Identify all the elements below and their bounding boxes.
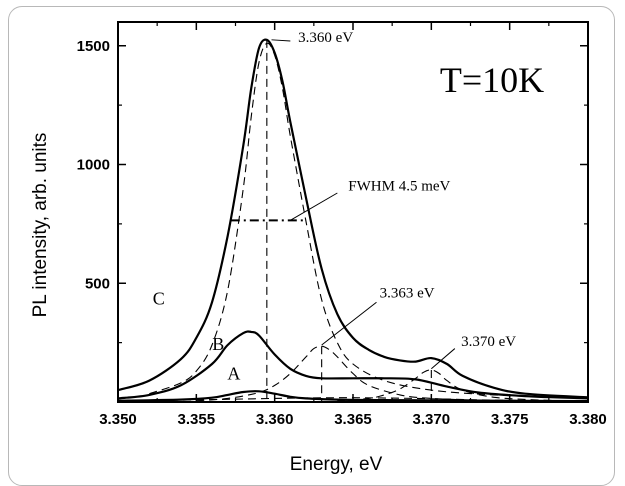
peak3-label: 3.370 eV [461, 334, 516, 350]
y-axis-title: PL intensity, arb. units [30, 133, 51, 318]
curve-label-b: B [212, 334, 224, 354]
x-tick-label: 3.380 [569, 411, 607, 428]
peak2-label: 3.363 eV [380, 286, 435, 302]
series-line-fit-3.360 [149, 42, 589, 399]
annotation-layer: 3.360 eV FWHM 4.5 meV 3.363 eV 3.370 eV C BA [153, 30, 517, 383]
ticks-layer: 3.350 3.355 3.360 3.365 3.370 3.375 3.380 500 10… [77, 22, 607, 428]
series-line-fit-3.370 [337, 369, 589, 402]
y-tick-label: 1000 [77, 157, 110, 174]
y-tick-label: 1500 [77, 38, 110, 55]
peak1-label: 3.360 eV [298, 30, 353, 46]
x-tick-label: 3.355 [178, 411, 216, 428]
y-tick-label: 500 [85, 275, 110, 292]
peak1-pointer [271, 39, 291, 42]
x-tick-label: 3.350 [99, 411, 137, 428]
x-axis-title: Energy, eV [290, 454, 383, 475]
peak2-pointer [321, 301, 377, 346]
x-tick-label: 3.370 [413, 411, 451, 428]
fwhm-label: FWHM 4.5 meV [348, 179, 450, 195]
curve-label-c: C [153, 289, 165, 309]
fwhm-pointer [290, 192, 338, 221]
series-line-a [117, 390, 589, 403]
x-tick-label: 3.365 [334, 411, 372, 428]
peak3-pointer [431, 348, 456, 370]
x-tick-label: 3.360 [256, 411, 294, 428]
temperature-label: T=10K [440, 60, 544, 100]
curve-label-a: A [227, 363, 240, 383]
series-line-b [117, 330, 589, 400]
x-tick-label: 3.375 [491, 411, 529, 428]
